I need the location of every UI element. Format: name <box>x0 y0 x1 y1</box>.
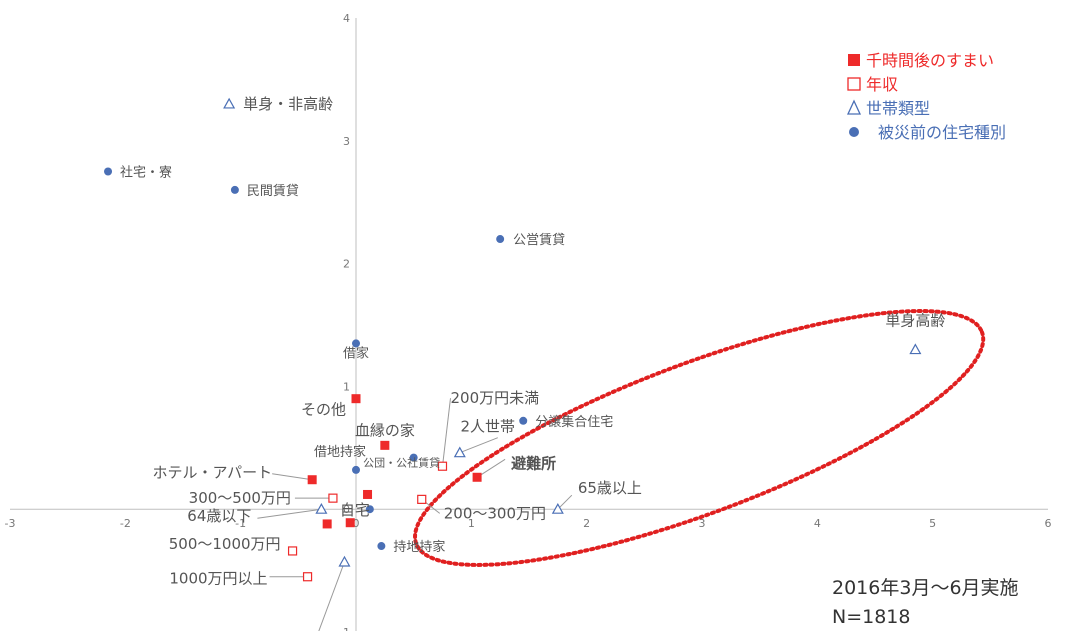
x-tick-label: 2 <box>583 517 590 530</box>
data-point <box>302 572 313 582</box>
leader-line <box>272 473 313 481</box>
y-tick-label: 2 <box>343 258 350 271</box>
y-tick-label: 0 <box>343 503 350 516</box>
x-tick-label: 5 <box>929 517 936 530</box>
point-label: 借地持家 <box>314 444 366 460</box>
data-point <box>345 518 355 528</box>
data-point <box>351 394 361 404</box>
leader-line <box>257 508 322 519</box>
legend-marker <box>846 99 862 115</box>
point-label: 単身高齢 <box>885 312 945 330</box>
y-tick-label: -1 <box>339 626 350 631</box>
leader-line <box>557 494 573 510</box>
point-label: その他 <box>301 401 346 419</box>
data-point <box>307 475 317 485</box>
x-tick-label: 0 <box>353 517 360 530</box>
data-point <box>230 185 239 194</box>
point-label: 持地持家 <box>393 539 445 555</box>
data-point <box>338 555 351 567</box>
data-point <box>472 472 482 482</box>
data-point <box>409 453 418 462</box>
data-point <box>365 505 374 514</box>
data-point <box>453 446 466 458</box>
legend-label: 年収 <box>866 75 898 94</box>
point-label: 65歳以上 <box>578 479 642 497</box>
legend-marker <box>848 54 860 66</box>
data-point <box>287 546 298 556</box>
leader-line <box>459 437 498 454</box>
point-label: 200〜300万円 <box>444 504 546 522</box>
point-label: 公団・公社賃貸 <box>363 456 440 470</box>
axes: -3 -2 -1 0 1 2 3 4 5 6 4 3 2 1 0 -1 <box>5 12 1052 631</box>
x-tick-label: -1 <box>235 517 246 530</box>
data-point <box>417 494 427 504</box>
point-label: ホテル・アパート <box>152 464 272 482</box>
point-label: 自宅 <box>340 501 370 519</box>
legend-label: 被災前の住宅種別 <box>878 123 1006 142</box>
leader-line <box>442 398 451 467</box>
point-label: 1000万円以上 <box>169 570 267 588</box>
leader-line <box>318 561 345 631</box>
highlight-ellipse <box>413 309 986 567</box>
data-point <box>328 493 338 503</box>
data-point <box>104 167 113 176</box>
point-label: 2人世帯 <box>461 418 516 436</box>
point-label: 社宅・寮 <box>120 165 172 181</box>
data-point <box>377 542 386 551</box>
point-label: 避難所 <box>511 454 556 472</box>
legend-marker <box>849 127 859 137</box>
y-tick-label: 1 <box>343 380 350 393</box>
x-tick-label: -2 <box>120 517 131 530</box>
x-tick-label: 4 <box>814 517 821 530</box>
data-point <box>496 235 505 244</box>
point-label: 民間賃貸 <box>247 183 299 199</box>
data-point <box>223 97 236 109</box>
legend-label: 千時間後のすまい <box>866 51 994 70</box>
data-point <box>322 519 332 529</box>
x-tick-label: 6 <box>1045 517 1052 530</box>
point-label: 血縁の家 <box>355 421 415 439</box>
y-tick-label: 3 <box>343 135 350 148</box>
point-label: 分譲集合住宅 <box>535 414 613 430</box>
point-label: 単身・非高齢 <box>243 95 333 113</box>
data-point <box>352 465 360 474</box>
point-label: 借家 <box>343 345 369 361</box>
point-label: 300〜500万円 <box>189 489 291 507</box>
data-point <box>909 343 922 355</box>
x-tick-label: 3 <box>699 517 706 530</box>
survey-period-note: 2016年3月〜6月実施 <box>832 577 1019 599</box>
data-point <box>363 489 373 499</box>
point-label: 200万円未満 <box>451 389 540 407</box>
data-point <box>519 416 528 425</box>
leader-line <box>476 458 506 478</box>
legend-marker <box>847 77 861 91</box>
y-tick-label: 4 <box>343 12 350 25</box>
point-label: 64歳以下 <box>187 507 251 525</box>
highlight-ellipse-layer <box>413 309 986 567</box>
point-label: 500〜1000万円 <box>169 535 281 553</box>
data-point <box>352 339 360 348</box>
x-tick-label: -3 <box>5 517 16 530</box>
data-point <box>380 440 390 450</box>
data-point <box>315 502 328 514</box>
sample-size-note: N=1818 <box>832 606 911 628</box>
data-points <box>104 97 922 582</box>
point-label: 公営賃貸 <box>513 232 565 248</box>
x-tick-label: 1 <box>468 517 475 530</box>
data-point <box>551 502 564 514</box>
data-point <box>437 461 448 471</box>
legend-label: 世帯類型 <box>866 99 930 118</box>
